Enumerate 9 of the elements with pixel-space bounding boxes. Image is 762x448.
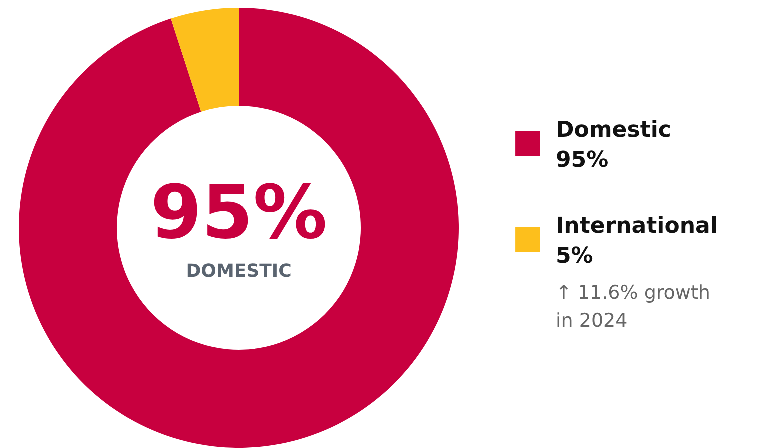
- text: ↑ 11.6% growth in 2024: [556, 282, 710, 332]
- legend-label: Domestic: [556, 118, 672, 143]
- data-label: 5%: [556, 244, 594, 269]
- donut-slice: [171, 8, 239, 112]
- text: 95%: [150, 170, 328, 256]
- legend-label: International: [556, 214, 718, 239]
- text: DOMESTIC: [186, 261, 292, 282]
- data-label: 95%: [556, 148, 609, 173]
- donut-slice: [19, 8, 459, 448]
